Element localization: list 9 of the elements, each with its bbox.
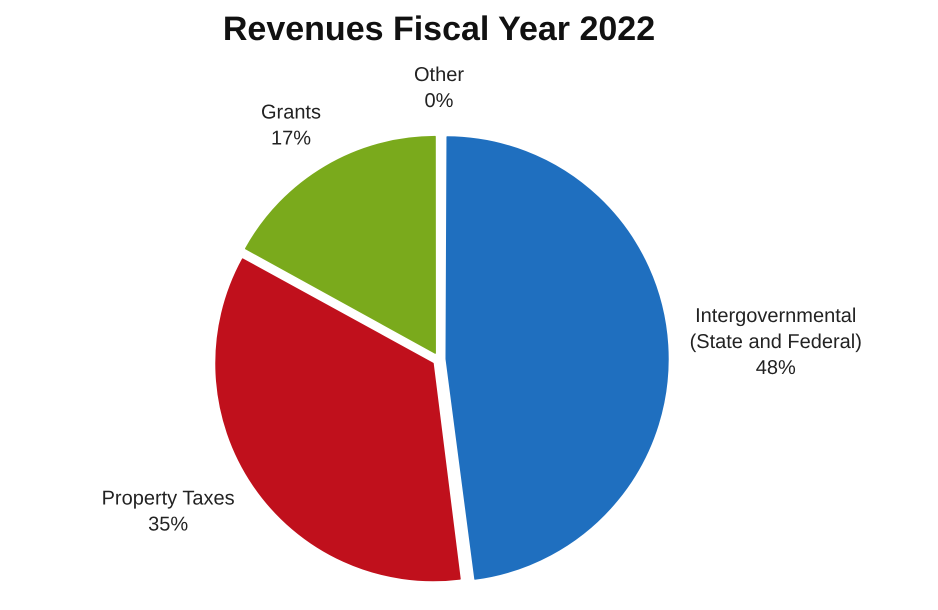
slice-label: Intergovernmental (State and Federal) (690, 304, 862, 353)
data-label: 48% (756, 356, 796, 379)
data-label: 35% (148, 513, 188, 536)
data-label: 17% (270, 128, 312, 150)
chart-title: Revenues Fiscal Year 2022 (222, 10, 656, 48)
slice-label: Property Taxes (102, 487, 235, 510)
slice-label: Grants (260, 102, 322, 124)
category-label: Other (414, 64, 464, 86)
text: 0% (424, 90, 454, 112)
